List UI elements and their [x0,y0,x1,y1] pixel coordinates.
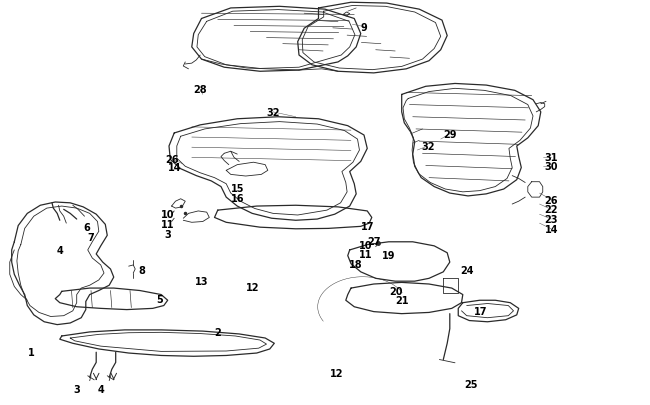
Text: 14: 14 [545,224,558,234]
Text: 9: 9 [361,23,367,32]
Text: 4: 4 [57,245,63,255]
Text: 5: 5 [156,295,162,305]
Text: 3: 3 [73,384,80,394]
Text: 10: 10 [359,240,372,250]
Text: 18: 18 [350,259,363,269]
Text: 16: 16 [231,194,244,203]
Text: 4: 4 [98,384,104,394]
Text: 30: 30 [545,162,558,172]
Text: 27: 27 [367,236,380,246]
Text: 11: 11 [359,249,372,259]
Text: 25: 25 [465,379,478,389]
Text: 3: 3 [164,229,171,239]
Text: 31: 31 [545,152,558,162]
Text: 28: 28 [194,85,207,95]
Text: 12: 12 [330,368,343,377]
Text: 20: 20 [390,286,403,296]
Text: 22: 22 [545,205,558,215]
Text: 14: 14 [168,163,181,173]
Text: 10: 10 [161,210,174,220]
Text: 12: 12 [246,283,259,292]
Text: 17: 17 [474,306,488,316]
Text: 29: 29 [443,130,456,139]
Text: 6: 6 [83,223,90,232]
Text: 8: 8 [138,266,145,275]
Text: 1: 1 [28,347,34,357]
Text: 26: 26 [166,155,179,165]
Text: 19: 19 [382,250,395,260]
Text: 26: 26 [545,195,558,205]
Text: 13: 13 [195,277,208,286]
Text: 7: 7 [88,232,94,242]
Text: 21: 21 [395,296,408,305]
Text: 23: 23 [545,215,558,224]
Text: 32: 32 [266,108,280,117]
Text: 24: 24 [460,266,473,275]
Text: 11: 11 [161,220,174,229]
Text: 17: 17 [361,221,374,231]
Text: 15: 15 [231,183,244,193]
Text: 2: 2 [214,327,221,337]
Text: 32: 32 [421,142,434,151]
